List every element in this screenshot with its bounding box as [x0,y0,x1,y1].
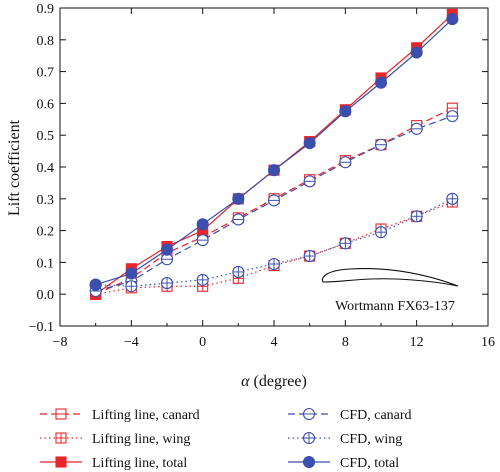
data-point [410,210,423,223]
data-point [232,213,245,226]
x-axis-symbol: α [241,373,250,390]
x-tick-label: 0 [199,335,206,350]
y-tick-label: 0.2 [37,225,55,240]
data-point [410,46,423,59]
x-tick-label: 8 [342,335,349,350]
y-tick-label: 0.0 [37,288,55,303]
data-point [410,122,423,135]
x-tick-label: −4 [124,335,139,350]
x-tick-label: 12 [410,335,424,350]
y-tick-label: 0.5 [37,129,55,144]
data-point [374,76,388,89]
data-point [196,273,209,286]
y-tick-label: 0.7 [37,66,55,81]
series-line [95,198,453,287]
data-point [446,110,459,123]
data-point [374,226,388,239]
series-line [95,201,453,295]
y-tick-label: 0.6 [37,97,55,112]
legend-label: CFD, total [340,456,399,471]
data-point [339,156,352,169]
legend-marker [302,455,316,469]
series-lifting-line-total [90,8,458,300]
series-lifting-line-wing [90,196,458,300]
data-point [446,13,459,26]
airfoil-outline [321,268,459,287]
data-point [160,243,174,256]
data-point [303,249,316,263]
legend-marker [55,432,67,444]
data-point [232,265,245,278]
series-cfd-wing [89,192,459,293]
y-tick-label: 0.4 [37,161,55,176]
legend-marker [302,431,316,445]
data-point [160,277,174,290]
airfoil-label: Wortmann FX63-137 [335,299,455,314]
legend-item: CFD, wing [288,431,402,447]
y-axis-label: Lift coefficient [6,119,23,216]
series-line [95,18,453,286]
airfoil-annotation: Wortmann FX63-137 [321,268,459,314]
series-line [95,13,453,295]
legend-label: CFD, canard [340,408,412,423]
y-tick-label: −0.1 [29,320,54,335]
data-point [339,105,352,118]
y-tick-label: 0.3 [37,193,55,208]
data-point [267,164,281,177]
data-point [446,192,459,205]
y-tick-label: 0.1 [37,256,55,271]
legend-item: CFD, total [288,455,399,471]
x-axis-label: α (degree) [241,373,307,390]
series-cfd-total [89,13,459,291]
x-tick-label: 4 [271,335,278,350]
data-point [339,237,352,250]
plot-area: −8 −4 0 4 8 12 16 −0.1 0.0 0.1 0.2 0.3 0.4 0.5 0.6 0.7 0… [29,2,495,350]
legend-marker [55,456,67,468]
data-point [303,137,316,150]
legend-label: Lifting line, wing [92,432,190,447]
data-point [196,218,209,231]
data-point [374,138,388,151]
legend-label: Lifting line, total [92,456,187,471]
legend-item: Lifting line, canard [40,408,200,423]
data-point [267,257,281,271]
x-tick-label: 16 [481,335,495,350]
legend-label: Lifting line, canard [92,408,200,423]
legend-marker [302,407,316,421]
data-point [196,234,209,247]
y-tick-label: 0.8 [37,34,55,49]
data-point [303,175,316,188]
legend-item: Lifting line, wing [40,432,190,447]
legend-item: Lifting line, total [40,456,187,471]
legend-label: CFD, wing [340,432,402,447]
data-point [232,192,245,205]
legend-marker [55,408,67,420]
data-point [125,267,138,280]
data-point [267,194,281,207]
y-tick-label: 0.9 [37,2,55,17]
legend: Lifting line, canard Lifting line, wing Li… [40,407,412,471]
data-point [89,278,102,291]
legend-item: CFD, canard [288,407,412,423]
data-point [125,280,138,293]
x-tick-label: −8 [53,335,68,350]
x-axis-unit: (degree) [254,373,307,390]
